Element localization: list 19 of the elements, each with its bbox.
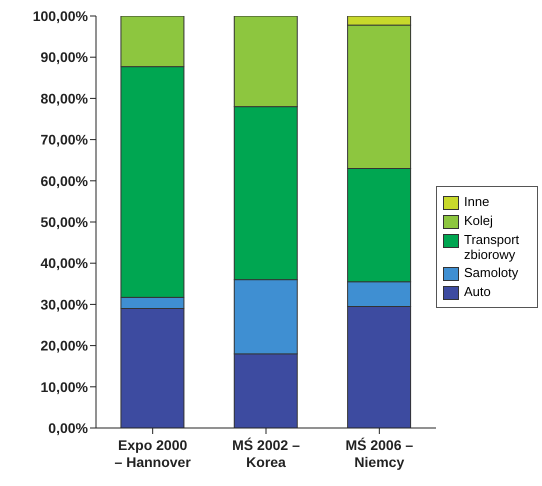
x-tick-label: MŚ 2006 – Niemcy xyxy=(345,437,414,470)
legend-label: Kolej xyxy=(464,213,493,228)
y-tick-label: 20,00% xyxy=(40,338,89,354)
legend-label: Samoloty xyxy=(464,265,518,280)
y-tick-label: 70,00% xyxy=(40,132,89,148)
y-tick-label: 90,00% xyxy=(40,49,89,66)
y-tick-label: 10,00% xyxy=(40,378,89,395)
y-tick-label: 60,00% xyxy=(40,172,89,189)
y-tick-label: 50,00% xyxy=(40,214,89,230)
y-tick-label: 100,00% xyxy=(32,8,89,24)
legend-label: Auto xyxy=(464,284,491,299)
x-tick-label: MŚ 2002 – Korea xyxy=(232,437,300,470)
x-tick-label: Expo 2000 – Hannover xyxy=(114,437,192,470)
y-tick-label: 80,00% xyxy=(40,90,89,106)
y-tick-label: 30,00% xyxy=(40,296,89,312)
y-tick-label: 0,00% xyxy=(48,420,89,436)
legend-label: Transport zbiorowy xyxy=(464,232,520,262)
legend-label: Inne xyxy=(464,194,490,209)
y-tick-label: 40,00% xyxy=(40,255,89,272)
